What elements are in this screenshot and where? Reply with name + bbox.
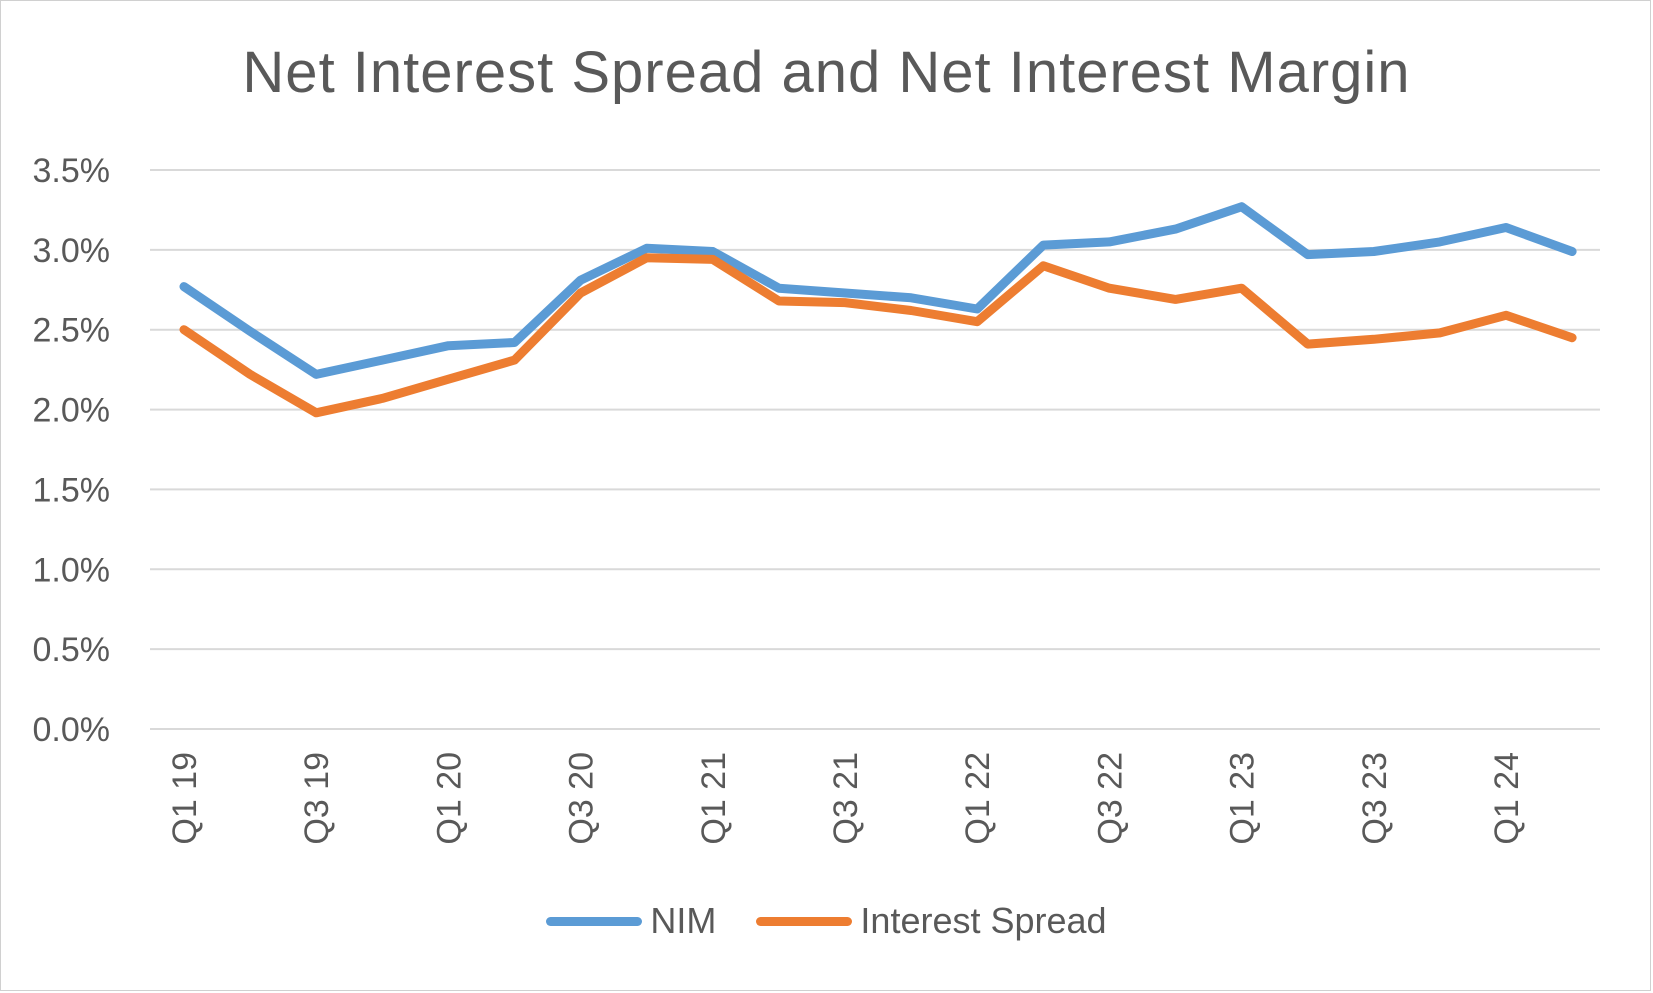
legend-label-interest-spread: Interest Spread: [860, 900, 1107, 941]
gridlines: [150, 169, 1600, 730]
x-tick-label: Q1 19: [166, 752, 204, 845]
legend-swatch-interest-spread: [756, 916, 853, 926]
legend-item-nim: NIM: [546, 900, 716, 942]
y-tick-label: 3.5%: [33, 152, 111, 190]
y-tick-label: 0.5%: [33, 631, 111, 669]
x-tick-label: Q3 20: [563, 752, 601, 845]
x-tick-label: Q1 23: [1224, 752, 1262, 845]
series-line-interest-spread: [179, 253, 1577, 418]
series-lines: [179, 202, 1577, 418]
x-tick-label: Q3 21: [827, 752, 865, 845]
series-line-nim: [179, 202, 1577, 379]
x-tick-label: Q1 22: [959, 752, 997, 845]
legend: NIM Interest Spread: [0, 900, 1653, 942]
x-tick-label: Q1 24: [1488, 752, 1526, 845]
y-tick-label: 1.5%: [33, 471, 111, 509]
chart-title: Net Interest Spread and Net Interest Mar…: [242, 40, 1411, 105]
y-tick-label: 2.0%: [33, 392, 111, 430]
x-tick-label: Q3 19: [298, 752, 336, 845]
legend-swatch-nim: [546, 916, 643, 926]
y-axis-ticks: 0.0% 0.5% 1.0% 1.5% 2.0% 2.5% 3.0% 3.5%: [33, 152, 111, 749]
y-tick-label: 3.0%: [33, 232, 111, 270]
x-tick-label: Q1 21: [695, 752, 733, 845]
y-tick-label: 2.5%: [33, 312, 111, 350]
x-tick-label: Q3 22: [1091, 752, 1129, 845]
y-tick-label: 1.0%: [33, 551, 111, 589]
legend-label-nim: NIM: [650, 900, 717, 941]
x-axis-ticks: Q1 19 Q3 19 Q1 20 Q3 20 Q1 21 Q3 21 Q1 22 Q3 22…: [166, 752, 1526, 845]
y-tick-label: 0.0%: [33, 711, 111, 749]
x-tick-label: Q1 20: [430, 752, 468, 845]
x-tick-label: Q3 23: [1356, 752, 1394, 845]
legend-item-interest-spread: Interest Spread: [756, 900, 1107, 942]
